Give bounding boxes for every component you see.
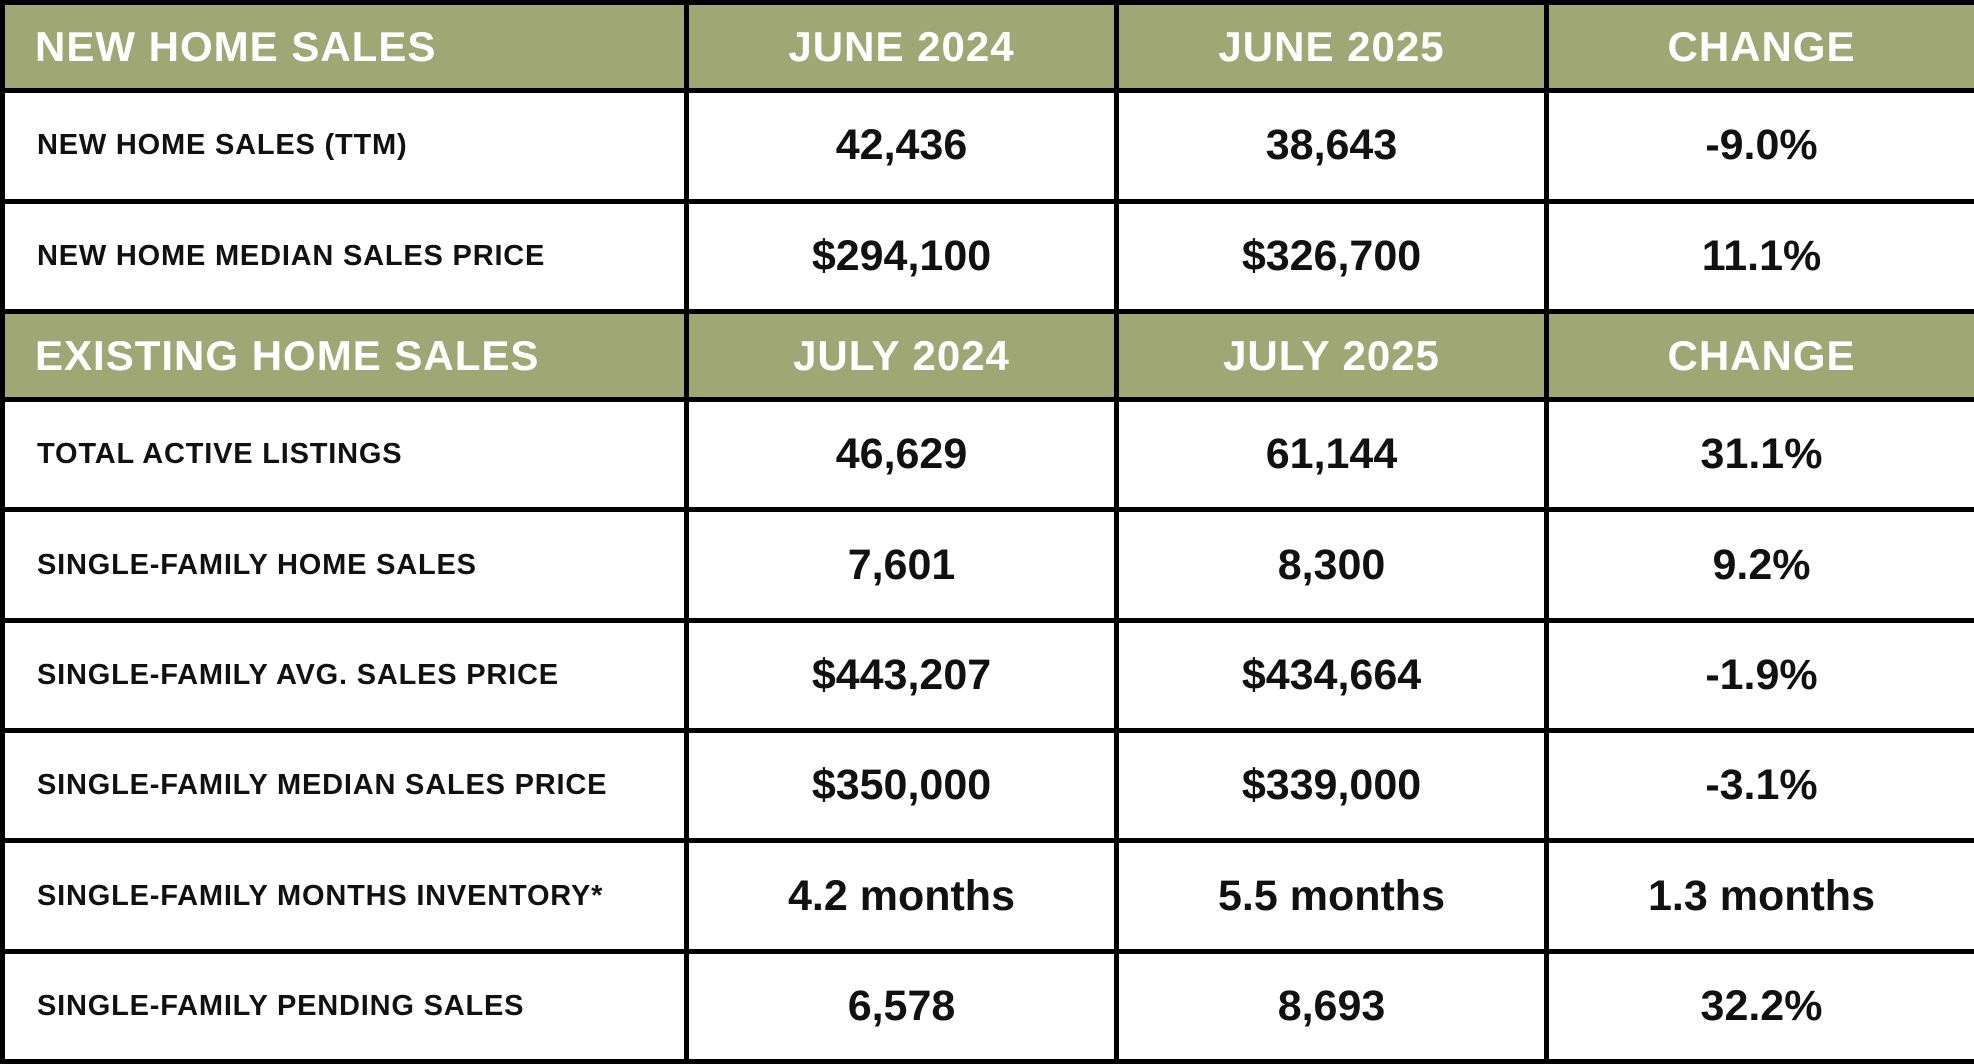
header-cell: CHANGE	[1544, 308, 1974, 403]
table-row: SINGLE-FAMILY MEDIAN SALES PRICE $350,00…	[0, 728, 1974, 844]
table-row: NEW HOME SALES (TTM) 42,436 38,643 -9.0%	[0, 88, 1974, 204]
table-cell: 46,629	[684, 397, 1119, 513]
row-label: SINGLE-FAMILY MONTHS INVENTORY*	[0, 838, 689, 954]
table-row: SINGLE-FAMILY PENDING SALES 6,578 8,693 …	[0, 948, 1974, 1064]
row-label: SINGLE-FAMILY AVG. SALES PRICE	[0, 617, 689, 734]
row-label: NEW HOME MEDIAN SALES PRICE	[0, 198, 689, 314]
row-label: TOTAL ACTIVE LISTINGS	[0, 397, 689, 513]
table-cell: 8,300	[1114, 507, 1549, 623]
table-cell: $294,100	[684, 198, 1119, 314]
table-cell: 6,578	[684, 948, 1119, 1064]
table-row: SINGLE-FAMILY MONTHS INVENTORY* 4.2 mont…	[0, 838, 1974, 954]
row-label: SINGLE-FAMILY PENDING SALES	[0, 948, 689, 1064]
section-header-new-home-sales: NEW HOME SALES JUNE 2024 JUNE 2025 CHANG…	[0, 0, 1974, 94]
header-cell: JUNE 2024	[684, 0, 1119, 94]
table-cell: $326,700	[1114, 198, 1549, 314]
header-cell: JULY 2024	[684, 308, 1119, 403]
section-header-existing-home-sales: EXISTING HOME SALES JULY 2024 JULY 2025 …	[0, 308, 1974, 403]
table-cell: 8,693	[1114, 948, 1549, 1064]
row-label: SINGLE-FAMILY HOME SALES	[0, 507, 689, 623]
table-cell: 5.5 months	[1114, 838, 1549, 954]
header-cell: JULY 2025	[1114, 308, 1549, 403]
table-cell: -3.1%	[1544, 728, 1974, 844]
table-cell: 38,643	[1114, 88, 1549, 204]
table-cell: $443,207	[684, 617, 1119, 734]
table-cell: 61,144	[1114, 397, 1549, 513]
table-cell: $339,000	[1114, 728, 1549, 844]
table-row: TOTAL ACTIVE LISTINGS 46,629 61,144 31.1…	[0, 397, 1974, 513]
table-cell: 9.2%	[1544, 507, 1974, 623]
table-cell: 11.1%	[1544, 198, 1974, 314]
header-cell: EXISTING HOME SALES	[0, 308, 689, 403]
table-cell: -1.9%	[1544, 617, 1974, 734]
table-row: SINGLE-FAMILY AVG. SALES PRICE $443,207 …	[0, 617, 1974, 734]
table-cell: 32.2%	[1544, 948, 1974, 1064]
header-cell: CHANGE	[1544, 0, 1974, 94]
table-row: SINGLE-FAMILY HOME SALES 7,601 8,300 9.2…	[0, 507, 1974, 623]
row-label: SINGLE-FAMILY MEDIAN SALES PRICE	[0, 728, 689, 844]
table-cell: 42,436	[684, 88, 1119, 204]
row-label: NEW HOME SALES (TTM)	[0, 88, 689, 204]
table-cell: 7,601	[684, 507, 1119, 623]
table-cell: $350,000	[684, 728, 1119, 844]
header-cell: NEW HOME SALES	[0, 0, 689, 94]
table-cell: 1.3 months	[1544, 838, 1974, 954]
table-cell: 4.2 months	[684, 838, 1119, 954]
table-cell: $434,664	[1114, 617, 1549, 734]
table-cell: -9.0%	[1544, 88, 1974, 204]
table-cell: 31.1%	[1544, 397, 1974, 513]
header-cell: JUNE 2025	[1114, 0, 1549, 94]
table-row: NEW HOME MEDIAN SALES PRICE $294,100 $32…	[0, 198, 1974, 314]
